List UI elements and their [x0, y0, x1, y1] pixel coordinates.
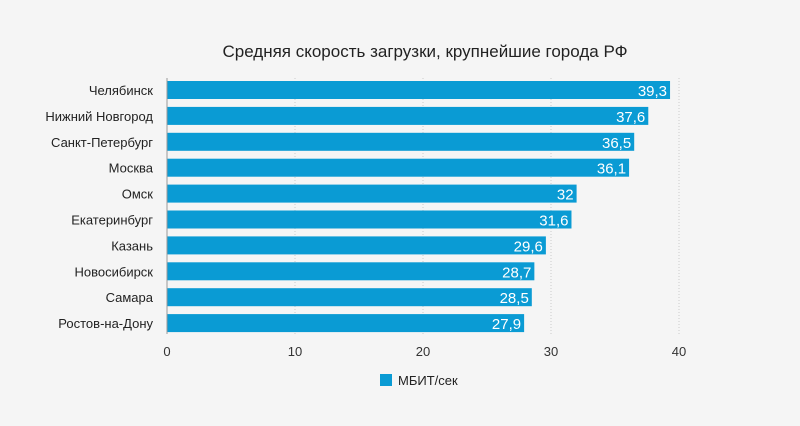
bar — [167, 236, 546, 255]
bar — [167, 184, 577, 203]
x-tick-label: 0 — [163, 344, 170, 359]
x-tick-label: 30 — [544, 344, 558, 359]
bar-value-label: 37,6 — [616, 109, 645, 126]
bar-value-label: 39,3 — [638, 83, 667, 100]
bar-value-label: 27,9 — [492, 316, 521, 333]
x-tick-label: 40 — [672, 344, 686, 359]
bar-value-label: 32 — [557, 187, 574, 204]
bar-value-label: 36,5 — [602, 135, 631, 152]
bar — [167, 158, 630, 177]
category-label: Санкт-Петербург — [51, 135, 153, 150]
bar-value-label: 36,1 — [597, 161, 626, 178]
legend-label: МБИТ/сек — [398, 373, 458, 388]
category-label: Новосибирск — [75, 264, 154, 279]
category-label: Нижний Новгород — [45, 109, 153, 124]
legend: МБИТ/сек — [380, 373, 458, 388]
category-label: Екатеринбург — [71, 213, 153, 228]
bars: Челябинск 39,3 Нижний Новгород 37,6 Санкт-Пе… — [45, 81, 671, 333]
bar-value-label: 31,6 — [539, 213, 568, 230]
bar — [167, 314, 525, 333]
bar — [167, 132, 635, 151]
bar — [167, 81, 671, 99]
bar — [167, 210, 572, 229]
category-label: Москва — [109, 161, 154, 176]
legend-swatch — [380, 374, 392, 386]
category-label: Казань — [111, 238, 153, 253]
bar-value-label: 29,6 — [514, 238, 543, 255]
bar-value-label: 28,5 — [500, 290, 529, 307]
chart-title: Средняя скорость загрузки, крупнейшие го… — [222, 42, 627, 61]
bar — [167, 262, 535, 281]
x-axis-ticks: 0 10 20 30 40 — [163, 344, 686, 359]
category-label: Омск — [122, 187, 154, 202]
x-tick-label: 20 — [416, 344, 430, 359]
x-tick-label: 10 — [288, 344, 302, 359]
bar-value-label: 28,7 — [502, 264, 531, 281]
bar — [167, 106, 649, 125]
category-label: Самара — [106, 290, 154, 305]
category-label: Ростов-на-Дону — [58, 316, 153, 331]
category-label: Челябинск — [89, 83, 153, 98]
bar — [167, 288, 532, 307]
